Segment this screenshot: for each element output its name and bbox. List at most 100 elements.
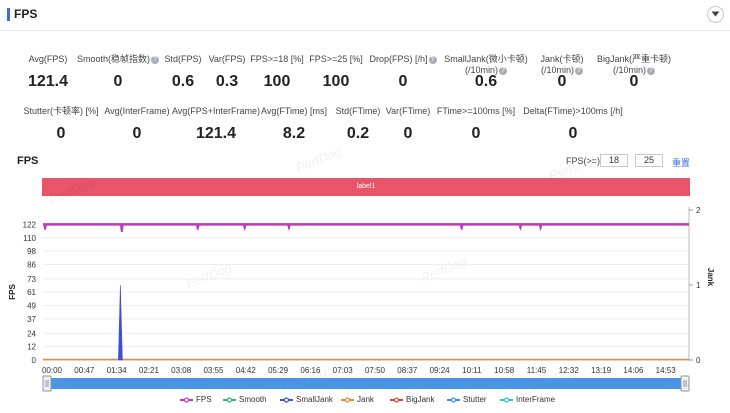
legend-item-smalljank[interactable]: SmallJank <box>280 395 333 404</box>
legend-swatch-icon <box>500 397 513 403</box>
legend-item-jank[interactable]: Jank <box>341 395 374 404</box>
legend-swatch-icon <box>180 397 193 403</box>
stat-4: FPS>=18 [%] 100 <box>217 54 337 90</box>
x-tick-label: 08:37 <box>397 366 418 375</box>
legend-label: Smooth <box>239 395 267 404</box>
x-tick-label: 07:03 <box>333 366 354 375</box>
stat2-7: Delta(FTime)>100ms [/h] 0 <box>513 106 633 142</box>
stat-label-unit: (/10min)? <box>426 65 546 76</box>
section-header: FPS <box>0 0 730 31</box>
collapse-button[interactable] <box>707 6 724 23</box>
help-icon[interactable]: ? <box>647 66 655 75</box>
stat-value: 121.4 <box>195 125 237 142</box>
legend-swatch-icon <box>280 397 293 403</box>
chevron-down-icon <box>711 11 720 17</box>
threshold-input-1[interactable]: 18 <box>600 154 628 167</box>
stat-2: Std(FPS) 0.6 <box>123 54 243 90</box>
stat-label: FTime>=100ms [%] <box>436 106 516 116</box>
legend-item-fps[interactable]: FPS <box>180 395 212 404</box>
series-smalljank-spike <box>118 284 123 361</box>
stat2-3: Avg(FTime) [ms] 8.2 <box>234 106 354 142</box>
legend-swatch-icon <box>447 397 460 403</box>
x-tick-label: 05:29 <box>268 366 289 375</box>
stat-value: 0.6 <box>474 73 498 90</box>
x-tick-label: 14:06 <box>623 366 644 375</box>
x-tick-label: 07:50 <box>365 366 386 375</box>
series-fps-dip-marker <box>287 224 290 229</box>
legend-item-bigjank[interactable]: BigJank <box>390 395 434 404</box>
stat-value: 0.3 <box>215 73 239 90</box>
legend-item-stutter[interactable]: Stutter <box>447 395 487 404</box>
stat-value: 0 <box>629 73 639 90</box>
stat-label-unit: (/10min)? <box>574 65 694 76</box>
range-slider-handle[interactable] <box>680 375 690 392</box>
series-fps-line <box>43 223 689 232</box>
stat-value: 0.2 <box>346 125 370 142</box>
range-slider-track <box>43 378 689 389</box>
stat-value: 0 <box>132 125 142 142</box>
x-tick-label: 11:45 <box>527 366 547 375</box>
stat-value: 0.6 <box>171 73 195 90</box>
y-tick-label: 86 <box>27 260 36 269</box>
legend-label: BigJank <box>406 395 435 404</box>
x-tick-label: 09:24 <box>430 366 451 375</box>
stat-label: FPS>=25 [%] <box>309 54 363 64</box>
legend-item-interframe[interactable]: InterFrame <box>500 395 555 404</box>
y-tick-label: 37 <box>27 315 36 324</box>
legend-label: SmallJank <box>296 395 333 404</box>
legend-item-smooth[interactable]: Smooth <box>223 395 267 404</box>
stat-value: 121.4 <box>27 73 69 90</box>
y-tick-label: 49 <box>27 302 36 311</box>
stat-value: 8.2 <box>282 125 306 142</box>
y-tick-label: 110 <box>23 234 36 243</box>
reset-button[interactable]: 重置 <box>672 158 691 168</box>
series-fps-dip-marker <box>120 228 123 232</box>
stat-label: Smooth(稳帧指数)? <box>58 54 178 65</box>
y-tick-label: 24 <box>27 329 36 338</box>
help-icon[interactable]: ? <box>428 55 437 64</box>
stat-label: Avg(FTime) [ms] <box>260 106 327 116</box>
x-tick-label: 13:19 <box>591 366 612 375</box>
help-icon[interactable]: ? <box>575 66 583 75</box>
x-tick-label: 01:34 <box>107 366 128 375</box>
stat-label: FPS>=18 [%] <box>250 54 304 64</box>
stat-6: Drop(FPS) [/h]? 0 <box>343 54 463 90</box>
y-tick-label: 0 <box>32 356 37 365</box>
legend-label: FPS <box>196 395 212 404</box>
stat-label: Avg(FPS+InterFrame) <box>171 106 261 116</box>
stat2-5: Var(FTime) 0 <box>348 106 468 142</box>
legend-swatch-icon <box>390 397 403 403</box>
stat-value: 0 <box>557 73 567 90</box>
stat2-0: Stutter(卡顿率) [%] 0 <box>1 106 121 142</box>
header-accent-bar <box>7 8 10 21</box>
y2-tick-label: 2 <box>696 206 701 215</box>
y-tick-label: 12 <box>27 343 36 352</box>
x-tick-label: 03:08 <box>171 366 192 375</box>
help-icon[interactable]: ? <box>151 55 159 64</box>
legend-label: Stutter <box>463 395 487 404</box>
stat-value: 0 <box>113 73 123 90</box>
stat-label: Std(FTime) <box>335 106 381 116</box>
stat2-6: FTime>=100ms [%] 0 <box>416 106 536 142</box>
help-icon[interactable]: ? <box>499 66 507 75</box>
x-tick-label: 03:55 <box>203 366 224 375</box>
stat-label: Avg(FPS) <box>28 54 68 64</box>
legend-label: Jank <box>357 395 374 404</box>
threshold-input-2[interactable]: 25 <box>635 154 663 167</box>
y-tick-label: 122 <box>23 220 37 229</box>
y-tick-label: 73 <box>27 275 36 284</box>
label-bar[interactable]: label1 <box>42 178 690 196</box>
stat-label: BigJank(严重卡顿) <box>596 54 671 64</box>
stat-0: Avg(FPS) 121.4 <box>0 54 108 90</box>
range-slider-handle[interactable] <box>42 375 52 392</box>
legend-swatch-icon <box>223 397 236 403</box>
legend-label: InterFrame <box>516 395 556 404</box>
stat-value: 100 <box>322 73 350 90</box>
x-tick-label: 12:32 <box>559 366 580 375</box>
y2-axis-title: Jank <box>706 268 715 287</box>
series-fps-dip-marker <box>44 225 47 230</box>
series-fps-dip-marker <box>460 225 463 230</box>
chart-title: FPS <box>17 155 39 167</box>
stat-label: Delta(FTime)>100ms [/h] <box>523 106 623 116</box>
